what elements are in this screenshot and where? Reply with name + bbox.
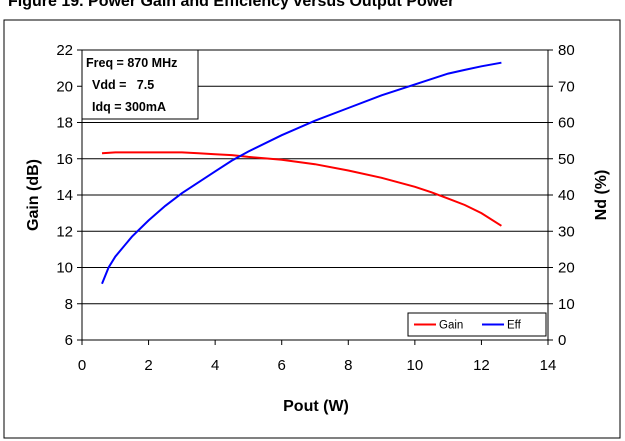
legend-label-gain: Gain — [439, 320, 463, 332]
y-tick-label: 14 — [56, 187, 73, 204]
y2-tick-label: 50 — [558, 151, 575, 168]
y-tick-label: 20 — [56, 78, 73, 95]
y-tick-label: 6 — [65, 332, 73, 349]
y2-tick-label: 40 — [558, 187, 575, 204]
grid — [82, 85, 548, 305]
x-tick-label: 4 — [211, 357, 219, 374]
chart-title: Figure 19. Power Gain and Efficiency ver… — [8, 0, 454, 10]
y2-tick-label: 70 — [558, 78, 575, 95]
x-tick-label: 0 — [78, 357, 86, 374]
x-tick-label: 6 — [278, 357, 286, 374]
y2-tick-label: 30 — [558, 223, 575, 240]
y-tick-label: 16 — [56, 151, 73, 168]
legend-label-eff: Eff — [507, 320, 522, 332]
y2-tick-label: 20 — [558, 260, 575, 277]
annotation-line-1: Freq = 870 MHz — [86, 56, 177, 70]
y-tick-label: 22 — [56, 42, 73, 59]
annotation-box: Freq = 870 MHz Vdd = 7.5 Idq = 300mA — [81, 49, 199, 120]
y-tick-label: 8 — [65, 296, 73, 313]
y-tick-label: 10 — [56, 260, 73, 277]
x-tick-label: 10 — [407, 357, 424, 374]
legend-box — [407, 312, 547, 337]
legend: Gain Eff — [407, 312, 547, 337]
series-line-eff — [101, 61, 502, 285]
x-axis-title: Pout (W) — [283, 398, 349, 415]
series-line-gain — [101, 151, 502, 227]
x-tick-label: 12 — [473, 357, 490, 374]
series-layer — [101, 61, 502, 285]
y2-tick-label: 80 — [558, 42, 575, 59]
y-tick-label: 12 — [56, 223, 73, 240]
x-tick-label: 2 — [144, 357, 152, 374]
y-tick-label: 18 — [56, 115, 73, 132]
y-axis-left: 6 8 10 12 14 16 18 20 22 — [56, 42, 82, 349]
annotation-line-2: Vdd = 7.5 — [92, 78, 154, 92]
y-axis-right: 0 10 20 30 40 50 60 70 80 — [548, 42, 575, 349]
x-tick-label: 8 — [344, 357, 352, 374]
x-axis: 0 2 4 6 8 10 12 14 — [78, 340, 557, 374]
y2-tick-label: 0 — [558, 332, 566, 349]
y2-tick-label: 60 — [558, 115, 575, 132]
y-axis-title: Gain (dB) — [25, 159, 42, 231]
annotation-line-3: Idq = 300mA — [92, 100, 166, 114]
y2-tick-label: 10 — [558, 296, 575, 313]
y2-axis-title: Nd (%) — [593, 170, 610, 221]
x-tick-label: 14 — [540, 357, 557, 374]
